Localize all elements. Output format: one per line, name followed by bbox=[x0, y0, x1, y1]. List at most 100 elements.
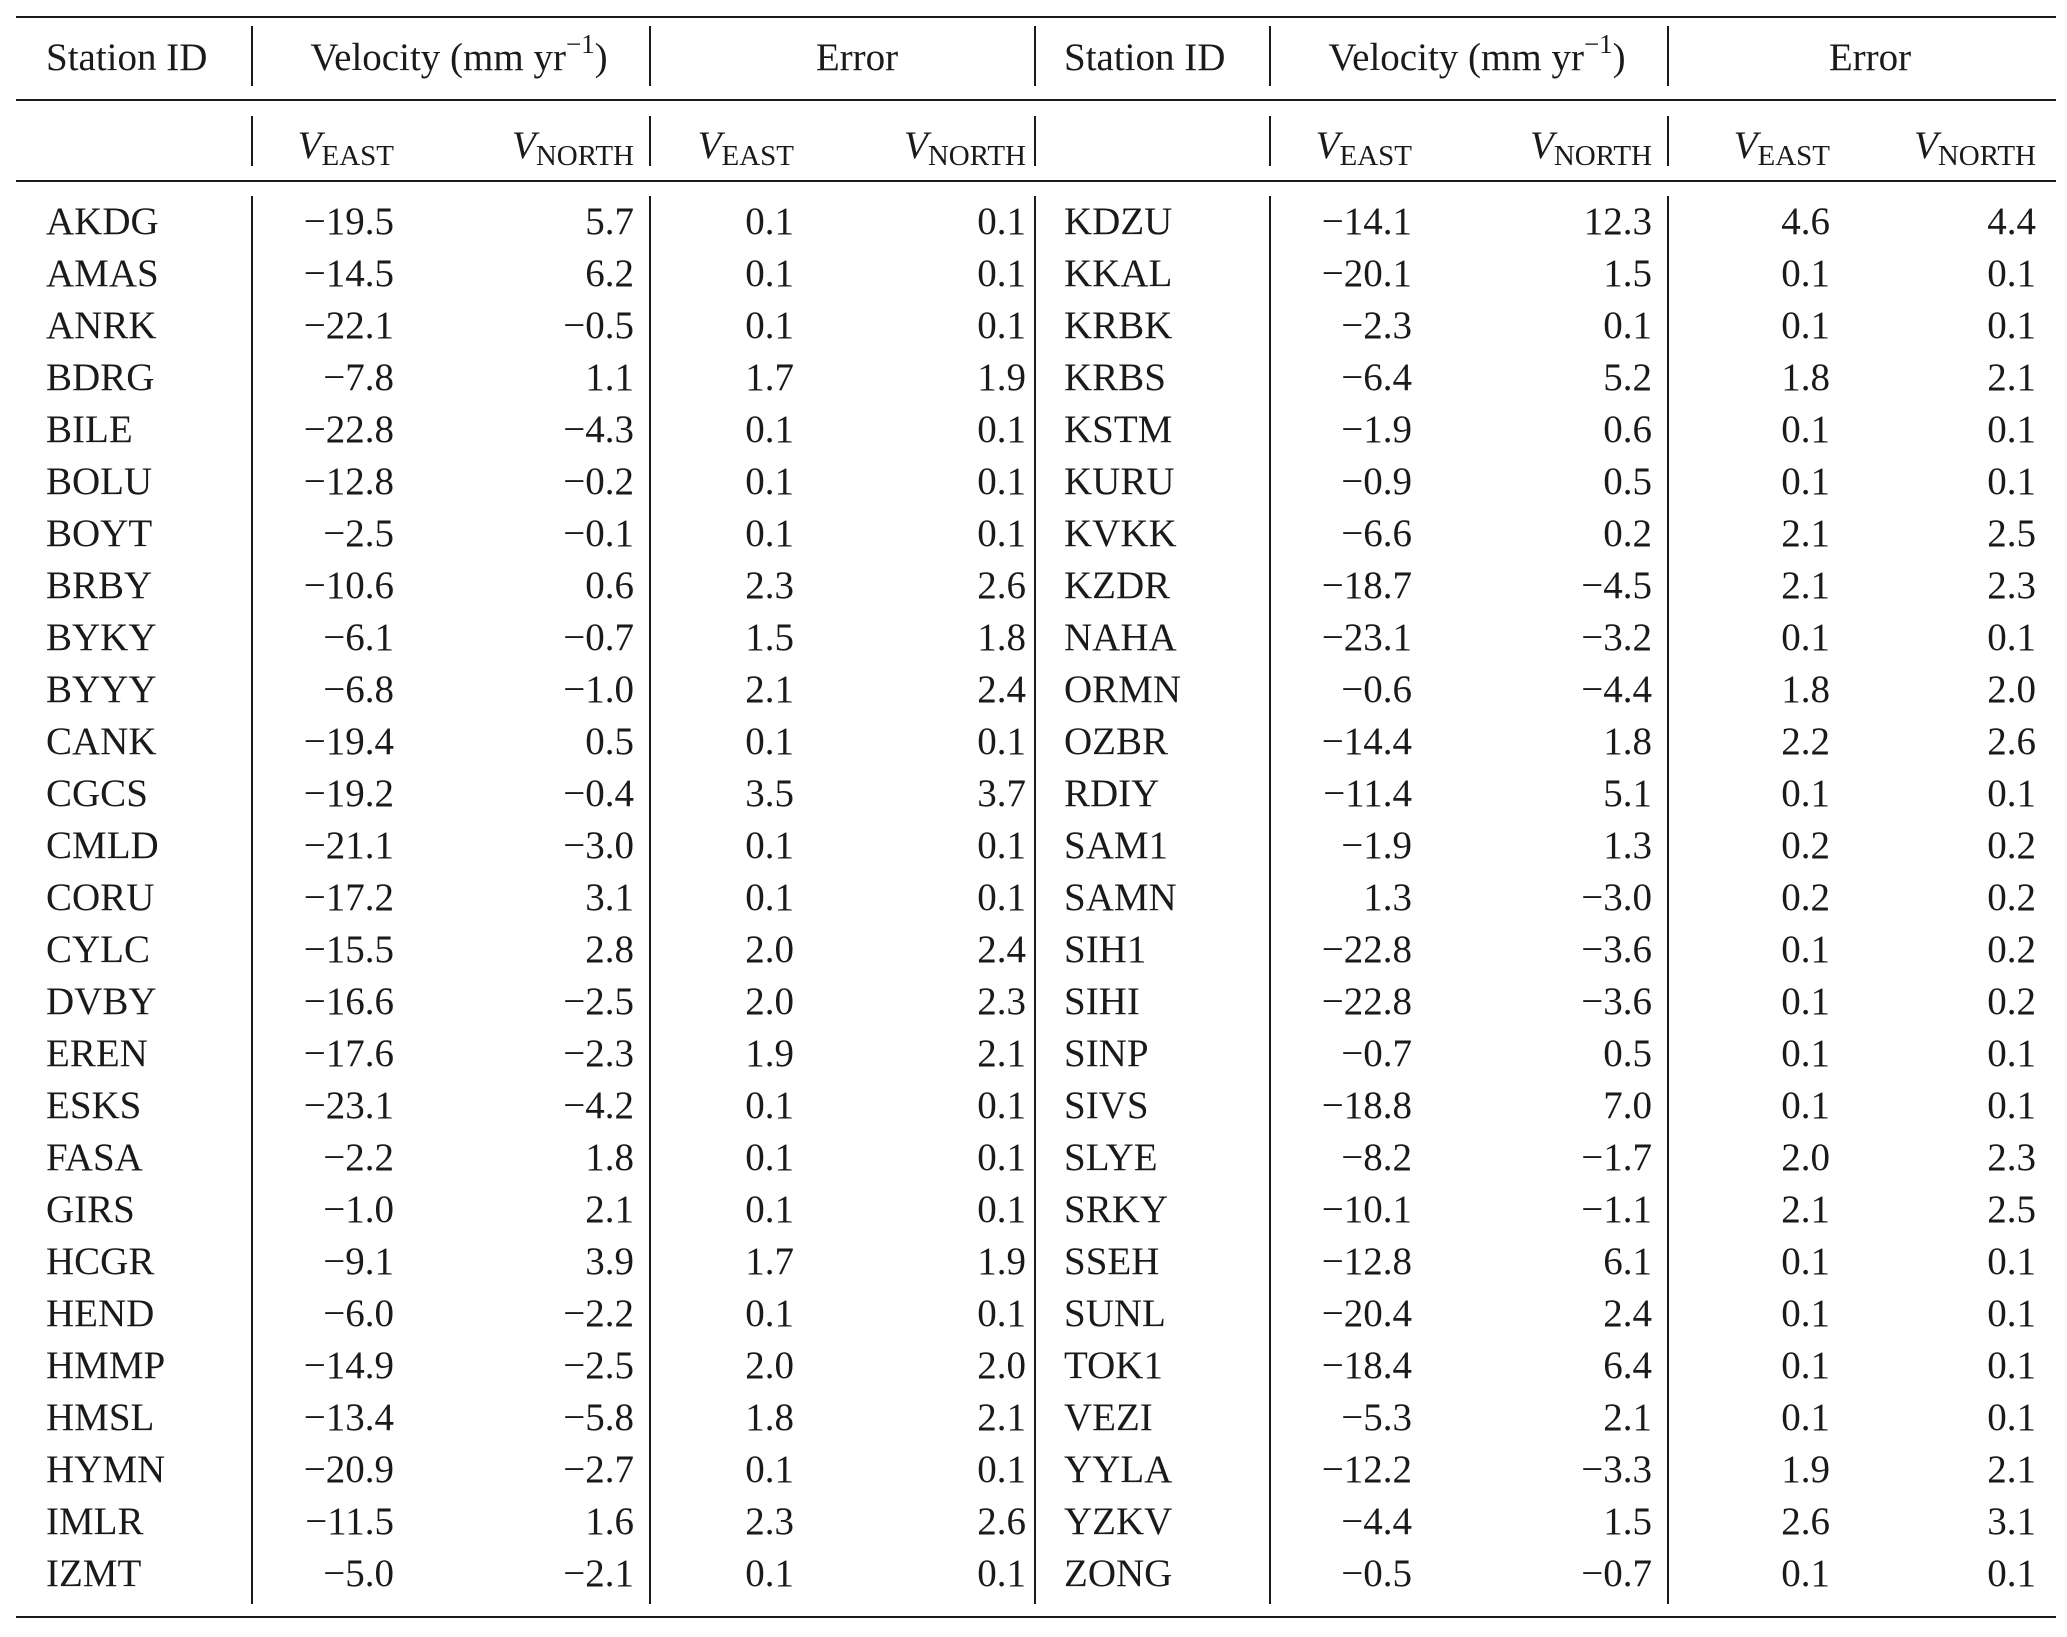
velocity-north-cell: 6.1 bbox=[1603, 1240, 1652, 1283]
velocity-north-cell: 3.1 bbox=[585, 876, 634, 919]
velocity-north-cell: 0.6 bbox=[585, 564, 634, 607]
velocity-east-cell: −14.9 bbox=[303, 1344, 394, 1387]
velocity-north-cell: −0.2 bbox=[563, 460, 634, 503]
error-east-cell: 0.1 bbox=[745, 512, 794, 555]
velocity-north-cell: 5.7 bbox=[585, 200, 634, 243]
error-east-cell: 2.2 bbox=[1781, 720, 1830, 763]
velocity-east-cell: −2.2 bbox=[323, 1136, 394, 1179]
velocity-north-cell: 1.1 bbox=[585, 356, 634, 399]
error-east-cell: 1.8 bbox=[1781, 668, 1830, 711]
error-north-cell: 1.8 bbox=[977, 616, 1026, 659]
error-north-cell: 0.2 bbox=[1987, 876, 2036, 919]
col-header-v-east-right: VEAST bbox=[1315, 124, 1412, 172]
station-id-cell: ESKS bbox=[46, 1084, 142, 1127]
error-north-cell: 0.1 bbox=[977, 1136, 1026, 1179]
error-north-cell: 2.1 bbox=[1987, 356, 2036, 399]
error-north-cell: 0.1 bbox=[977, 1448, 1026, 1491]
error-east-cell: 0.1 bbox=[1781, 980, 1830, 1023]
station-id-cell: SIHI bbox=[1064, 980, 1140, 1023]
velocity-north-cell: −1.0 bbox=[563, 668, 634, 711]
error-east-cell: 2.0 bbox=[1781, 1136, 1830, 1179]
error-north-cell: 0.2 bbox=[1987, 824, 2036, 867]
error-north-cell: 4.4 bbox=[1987, 200, 2036, 243]
velocity-east-cell: −12.8 bbox=[1321, 1240, 1412, 1283]
error-north-cell: 0.1 bbox=[977, 720, 1026, 763]
station-id-cell: SUNL bbox=[1064, 1292, 1166, 1335]
velocity-north-cell: 1.6 bbox=[585, 1500, 634, 1543]
error-north-cell: 2.6 bbox=[1987, 720, 2036, 763]
col-header-station-id-right: Station ID bbox=[1064, 36, 1226, 79]
error-north-cell: 0.1 bbox=[1987, 1396, 2036, 1439]
error-north-cell: 0.1 bbox=[977, 1188, 1026, 1231]
table-row: DVBY −16.6 −2.5 2.0 2.3 SIHI −22.8 −3.6 0.1 0.2 bbox=[16, 976, 2056, 1028]
error-east-cell: 0.1 bbox=[745, 408, 794, 451]
header-bottom-rule bbox=[16, 180, 2056, 182]
station-id-cell: BOYT bbox=[46, 512, 153, 555]
velocity-east-cell: −19.4 bbox=[303, 720, 394, 763]
col-header-err-north-right: VNORTH bbox=[1914, 124, 2036, 172]
error-north-cell: 0.2 bbox=[1987, 928, 2036, 971]
velocity-north-cell: −2.3 bbox=[563, 1032, 634, 1075]
velocity-north-cell: −3.6 bbox=[1581, 980, 1652, 1023]
error-north-cell: 0.1 bbox=[977, 304, 1026, 347]
station-id-cell: KKAL bbox=[1064, 252, 1173, 295]
table-row: CMLD −21.1 −3.0 0.1 0.1 SAM1 −1.9 1.3 0.2 0.2 bbox=[16, 820, 2056, 872]
velocity-east-cell: −9.1 bbox=[323, 1240, 394, 1283]
error-east-cell: 0.1 bbox=[1781, 408, 1830, 451]
velocity-north-cell: −0.4 bbox=[563, 772, 634, 815]
velocity-north-cell: −5.8 bbox=[563, 1396, 634, 1439]
table-row: BOYT −2.5 −0.1 0.1 0.1 KVKK −6.6 0.2 2.1 2.5 bbox=[16, 508, 2056, 560]
error-east-cell: 0.1 bbox=[745, 824, 794, 867]
error-east-cell: 0.1 bbox=[745, 1292, 794, 1335]
station-id-cell: HMSL bbox=[46, 1396, 155, 1439]
table-row: HCGR −9.1 3.9 1.7 1.9 SSEH −12.8 6.1 0.1 0.1 bbox=[16, 1236, 2056, 1288]
bottom-rule bbox=[16, 1616, 2056, 1618]
table-row: BYYY −6.8 −1.0 2.1 2.4 ORMN −0.6 −4.4 1.8 2.0 bbox=[16, 664, 2056, 716]
velocity-east-cell: −0.9 bbox=[1341, 460, 1412, 503]
velocity-east-cell: −20.9 bbox=[303, 1448, 394, 1491]
error-north-cell: 1.9 bbox=[977, 356, 1026, 399]
error-north-cell: 0.1 bbox=[977, 512, 1026, 555]
station-id-cell: FASA bbox=[46, 1136, 143, 1179]
station-id-cell: CGCS bbox=[46, 772, 148, 815]
header-row-2: VEAST VNORTH VEAST VNORTH VEAST VNORTH V… bbox=[16, 120, 2056, 172]
error-east-cell: 0.1 bbox=[1781, 1552, 1830, 1595]
velocity-east-cell: −21.1 bbox=[303, 824, 394, 867]
velocity-east-cell: −2.3 bbox=[1341, 304, 1412, 347]
station-id-cell: CYLC bbox=[46, 928, 151, 971]
error-north-cell: 2.6 bbox=[977, 564, 1026, 607]
station-id-cell: EREN bbox=[46, 1032, 148, 1075]
error-north-cell: 0.1 bbox=[977, 200, 1026, 243]
station-id-cell: RDIY bbox=[1064, 772, 1160, 815]
error-north-cell: 0.1 bbox=[1987, 408, 2036, 451]
table-row: HMSL −13.4 −5.8 1.8 2.1 VEZI −5.3 2.1 0.1 0.1 bbox=[16, 1392, 2056, 1444]
velocity-north-cell: 1.5 bbox=[1603, 1500, 1652, 1543]
velocity-north-cell: −4.2 bbox=[563, 1084, 634, 1127]
error-north-cell: 0.1 bbox=[977, 252, 1026, 295]
error-east-cell: 2.0 bbox=[745, 980, 794, 1023]
velocity-north-cell: −2.1 bbox=[563, 1552, 634, 1595]
col-header-error-left: Error bbox=[815, 36, 899, 79]
table-row: HYMN −20.9 −2.7 0.1 0.1 YYLA −12.2 −3.3 1.9 2.1 bbox=[16, 1444, 2056, 1496]
table-row: BDRG −7.8 1.1 1.7 1.9 KRBS −6.4 5.2 1.8 2.1 bbox=[16, 352, 2056, 404]
error-north-cell: 2.0 bbox=[1987, 668, 2036, 711]
velocity-east-cell: −20.4 bbox=[1321, 1292, 1412, 1335]
velocity-north-cell: 2.1 bbox=[1603, 1396, 1652, 1439]
error-north-cell: 0.1 bbox=[1987, 460, 2036, 503]
error-east-cell: 0.1 bbox=[745, 1084, 794, 1127]
separator-sub-5 bbox=[1667, 116, 1669, 166]
velocity-north-cell: −2.5 bbox=[563, 980, 634, 1023]
error-north-cell: 0.1 bbox=[1987, 252, 2036, 295]
table-row: AMAS −14.5 6.2 0.1 0.1 KKAL −20.1 1.5 0.1 0.1 bbox=[16, 248, 2056, 300]
velocity-east-cell: −2.5 bbox=[323, 512, 394, 555]
error-east-cell: 2.0 bbox=[745, 928, 794, 971]
station-id-cell: KURU bbox=[1064, 460, 1175, 503]
velocity-north-cell: −4.3 bbox=[563, 408, 634, 451]
error-north-cell: 0.1 bbox=[977, 876, 1026, 919]
velocity-east-cell: −5.3 bbox=[1341, 1396, 1412, 1439]
velocity-north-cell: 6.4 bbox=[1603, 1344, 1652, 1387]
station-id-cell: YZKV bbox=[1064, 1500, 1173, 1543]
top-rule bbox=[16, 16, 2056, 18]
velocity-north-cell: 0.5 bbox=[585, 720, 634, 763]
station-id-cell: HEND bbox=[46, 1292, 155, 1335]
